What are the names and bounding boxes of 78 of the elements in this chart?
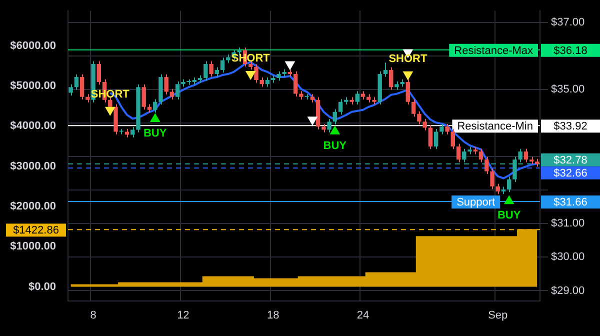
candlestick [406,78,410,106]
candlestick [450,128,456,150]
candlestick [130,126,135,138]
candlestick [175,80,180,100]
x-tick-label: 18 [266,309,280,322]
y2-tick-label: $37.00 [551,16,585,28]
candlestick [152,98,158,114]
candlestick [96,60,102,86]
candlestick [440,123,444,135]
candlestick [496,183,500,195]
y-tick-label: $3000.00 [10,160,56,172]
x-tick-label: 12 [177,309,190,322]
candlestick [388,66,394,90]
y2-tick-label: $36.18 [554,44,588,57]
y-tick-label: $0.00 [28,280,56,293]
ref-line-label: Resistance-Min [457,120,534,133]
point [285,61,295,70]
x-tick-label: Sep [488,309,508,322]
y2-tick-label: $30.00 [551,251,585,264]
candlestick [422,118,427,131]
y2-tick-label: $35.00 [551,83,585,96]
x-tick-label: 8 [90,309,96,322]
candlestick [209,60,214,78]
candlestick [456,143,461,163]
point [246,71,256,80]
y2-tick-label: $29.00 [551,284,585,297]
candlestick [260,76,264,88]
candlestick [428,124,433,150]
candlestick [355,90,360,106]
y-tick-label: $5000.00 [10,80,56,92]
ref-line-label: Support [456,196,496,209]
candlestick [445,123,450,135]
candlestick [74,74,79,90]
candlestick [68,84,73,96]
y-tick-label: $4000.00 [10,120,56,132]
y2-tick-label: $31.00 [551,218,585,230]
candlestick [254,64,258,84]
candlestick [142,84,146,110]
data-label: BUY [143,127,168,140]
candlestick [332,108,338,125]
candlestick [164,74,168,95]
candlestick [490,168,494,190]
candlestick [214,66,220,78]
candlestick [204,60,208,82]
candlestick [478,148,484,163]
candlestick [524,148,528,163]
y-tick-label: $1422.86 [13,224,59,237]
candlestick [327,118,332,133]
ref-line-label: Resistance-Max [454,44,534,57]
candlestick [411,98,416,118]
y-tick-label: $2000.00 [10,200,56,213]
point [504,196,514,204]
candlestick [220,57,225,74]
candlestick [383,62,388,78]
data-label: SHORT [388,52,428,65]
y2-tick-label: $31.66 [554,196,588,209]
candlestick [506,176,512,193]
candlestick [417,110,422,125]
candlestick [276,70,281,82]
y2-tick-label: $32.78 [554,154,588,166]
candlestick [80,74,84,100]
point [330,126,340,134]
point [105,106,115,116]
candlestick [170,88,174,100]
data-label: BUY [497,210,522,222]
candlestick [484,156,489,174]
candlestick [293,70,298,97]
y2-tick-label: $32.66 [554,167,588,180]
data-label: BUY [323,140,348,152]
candlestick [265,76,270,88]
y-tick-label: $1000.00 [10,240,56,253]
point [308,116,318,126]
x-tick-label: 24 [356,309,370,322]
y2-tick-label: $33.92 [554,120,588,133]
candlestick [338,98,343,116]
point [403,71,413,80]
candlestick [434,128,438,150]
y-tick-label: $6000.00 [10,40,56,52]
